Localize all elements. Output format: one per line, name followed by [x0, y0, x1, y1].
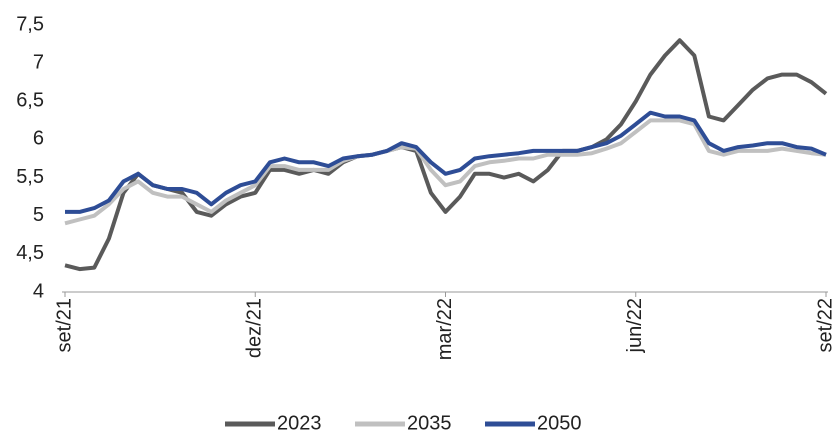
line-series [64, 118, 827, 226]
legend-label: 2050 [537, 412, 582, 434]
x-tick-label: dez/21 [244, 298, 266, 358]
x-tick-label: set/21 [53, 298, 75, 352]
legend-label: 2035 [407, 412, 452, 434]
y-tick-label: 7,5 [16, 13, 44, 35]
y-tick-label: 6 [33, 128, 44, 150]
y-tick-label: 7 [33, 51, 44, 73]
x-tick-label: set/22 [814, 298, 836, 352]
x-tick-label: jun/22 [624, 298, 646, 354]
y-tick-label: 6,5 [16, 90, 44, 112]
line-series [65, 110, 827, 214]
line-series [64, 38, 828, 272]
y-tick-label: 5,5 [16, 166, 44, 188]
legend-label: 2023 [277, 412, 322, 434]
x-tick-label: mar/22 [434, 298, 456, 360]
y-tick-label: 4 [33, 280, 44, 302]
y-tick-label: 4,5 [16, 242, 44, 264]
y-tick-label: 5 [33, 204, 44, 226]
